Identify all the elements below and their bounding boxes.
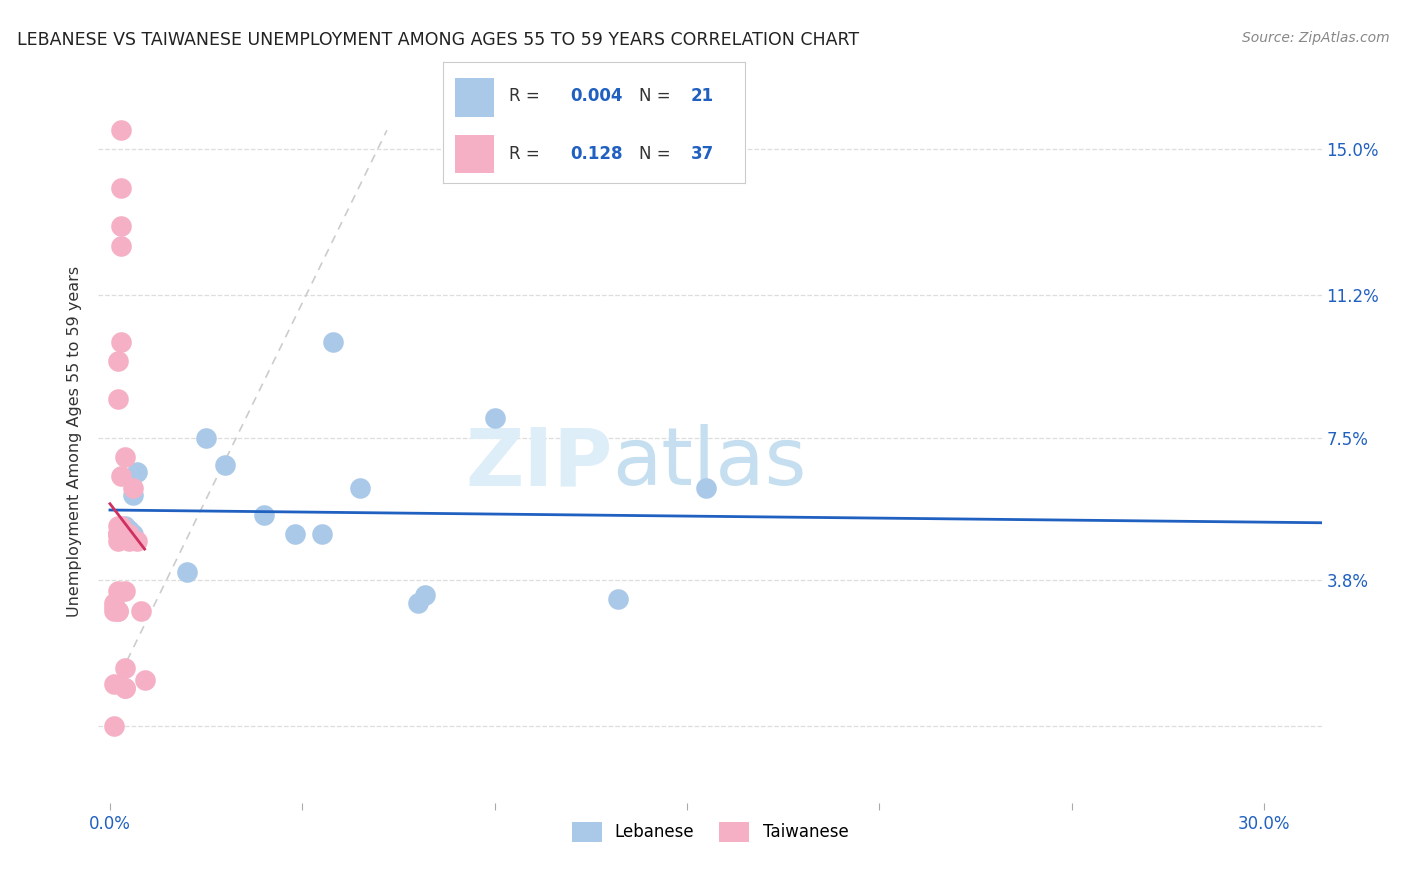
Point	[110, 519, 132, 533]
Point	[114, 450, 136, 464]
Point	[103, 676, 125, 690]
Point	[322, 334, 344, 349]
Point	[114, 681, 136, 695]
Point	[103, 604, 125, 618]
Point	[125, 534, 148, 549]
Point	[103, 719, 125, 733]
Point	[415, 588, 437, 602]
Point	[107, 392, 129, 407]
Point	[606, 592, 628, 607]
Point	[118, 526, 141, 541]
Point	[695, 481, 717, 495]
Point	[107, 526, 129, 541]
Point	[107, 526, 129, 541]
Point	[107, 526, 129, 541]
Text: LEBANESE VS TAIWANESE UNEMPLOYMENT AMONG AGES 55 TO 59 YEARS CORRELATION CHART: LEBANESE VS TAIWANESE UNEMPLOYMENT AMONG…	[17, 31, 859, 49]
Point	[110, 123, 132, 137]
Point	[114, 661, 136, 675]
Point	[114, 681, 136, 695]
Text: 37: 37	[690, 145, 714, 163]
Point	[110, 219, 132, 234]
Point	[122, 481, 145, 495]
Point	[122, 488, 145, 502]
Point	[103, 599, 125, 614]
Point	[107, 584, 129, 599]
Text: Source: ZipAtlas.com: Source: ZipAtlas.com	[1241, 31, 1389, 45]
FancyBboxPatch shape	[456, 78, 495, 117]
Point	[176, 565, 198, 579]
Point	[406, 596, 429, 610]
Text: 0.004: 0.004	[569, 87, 623, 105]
Point	[107, 604, 129, 618]
Point	[118, 531, 141, 545]
Point	[349, 481, 371, 495]
FancyBboxPatch shape	[456, 135, 495, 173]
Point	[103, 596, 125, 610]
Point	[107, 526, 129, 541]
Point	[114, 519, 136, 533]
Point	[214, 458, 236, 472]
Point	[110, 526, 132, 541]
Point	[122, 526, 145, 541]
Point	[118, 534, 141, 549]
Point	[114, 523, 136, 537]
Point	[129, 604, 152, 618]
Point	[107, 519, 129, 533]
Point	[110, 181, 132, 195]
Legend: Lebanese, Taiwanese: Lebanese, Taiwanese	[565, 815, 855, 848]
Point	[253, 508, 276, 522]
Point	[114, 584, 136, 599]
Point	[110, 238, 132, 252]
Text: N =: N =	[640, 145, 676, 163]
Point	[118, 523, 141, 537]
Point	[107, 534, 129, 549]
Text: R =: R =	[509, 145, 551, 163]
Point	[484, 411, 506, 425]
Text: ZIP: ZIP	[465, 425, 612, 502]
Point	[110, 526, 132, 541]
Text: 21: 21	[690, 87, 714, 105]
Point	[110, 334, 132, 349]
Point	[110, 526, 132, 541]
Text: atlas: atlas	[612, 425, 807, 502]
Point	[311, 526, 333, 541]
Text: N =: N =	[640, 87, 676, 105]
Point	[110, 526, 132, 541]
Point	[125, 465, 148, 479]
Y-axis label: Unemployment Among Ages 55 to 59 years: Unemployment Among Ages 55 to 59 years	[67, 266, 83, 617]
Text: R =: R =	[509, 87, 546, 105]
Point	[195, 431, 218, 445]
Point	[107, 604, 129, 618]
Point	[284, 526, 307, 541]
Point	[134, 673, 156, 687]
Point	[107, 354, 129, 368]
Text: 0.128: 0.128	[569, 145, 623, 163]
Point	[110, 469, 132, 483]
